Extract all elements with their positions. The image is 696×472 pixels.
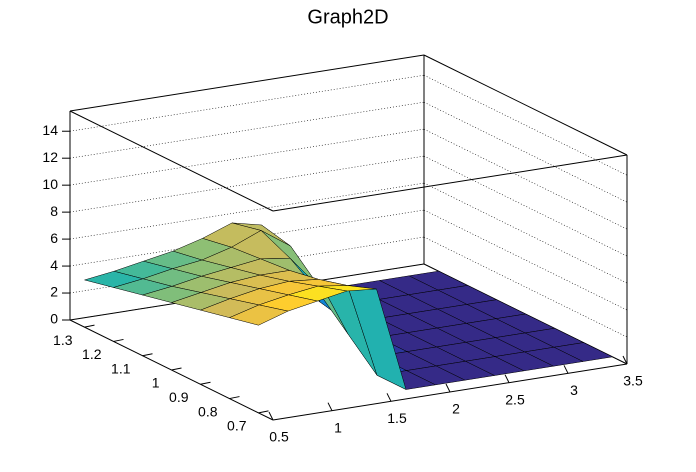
box-edge <box>69 110 274 212</box>
box-edge <box>423 54 628 156</box>
grid-line <box>423 128 628 230</box>
x-tick <box>268 411 274 421</box>
y-tick-label: 0.8 <box>198 403 218 419</box>
x-tick-label: 2.5 <box>505 391 525 407</box>
chart-title: Graph2D <box>307 6 388 28</box>
grid-line <box>423 182 628 284</box>
x-tick-label: 0.5 <box>269 429 289 445</box>
y-tick <box>200 381 211 385</box>
x-tick-label: 2 <box>452 401 460 417</box>
y-tick <box>113 338 124 342</box>
z-tick-label: 6 <box>50 230 58 246</box>
grid-line <box>69 155 425 213</box>
y-tick <box>84 324 95 328</box>
grid-line <box>423 101 628 203</box>
z-tick-label: 4 <box>50 257 58 273</box>
x-tick-label: 1.5 <box>387 410 407 426</box>
y-tick-label: 1 <box>152 375 160 391</box>
y-tick-label: 0.9 <box>169 389 189 405</box>
x-tick-label: 3.5 <box>623 373 643 389</box>
z-tick-label: 0 <box>50 311 58 327</box>
grid-line <box>69 101 425 159</box>
x-tick <box>386 393 392 402</box>
grid-line <box>69 74 425 132</box>
z-tick-label: 12 <box>42 149 58 165</box>
y-tick <box>142 353 153 357</box>
y-tick <box>229 396 240 400</box>
y-tick-label: 1.2 <box>82 346 102 362</box>
x-tick <box>445 383 451 393</box>
y-tick <box>171 367 182 371</box>
x-tick <box>327 402 333 411</box>
box-edge <box>272 154 628 212</box>
box-edge <box>69 54 425 112</box>
y-tick-label: 0.7 <box>227 418 247 434</box>
x-tick <box>622 355 628 365</box>
surface-cell <box>228 304 289 326</box>
y-tick-label: 1.3 <box>53 332 73 348</box>
z-tick-label: 2 <box>50 284 58 300</box>
y-tick-label: 1.1 <box>111 360 131 376</box>
z-tick-label: 10 <box>42 176 58 192</box>
y-tick <box>258 410 269 414</box>
z-tick-label: 14 <box>42 122 58 138</box>
x-tick-label: 1 <box>334 419 342 435</box>
x-tick-label: 3 <box>570 382 578 398</box>
z-tick-label: 8 <box>50 203 58 219</box>
x-tick <box>504 374 510 383</box>
x-tick <box>563 365 569 374</box>
